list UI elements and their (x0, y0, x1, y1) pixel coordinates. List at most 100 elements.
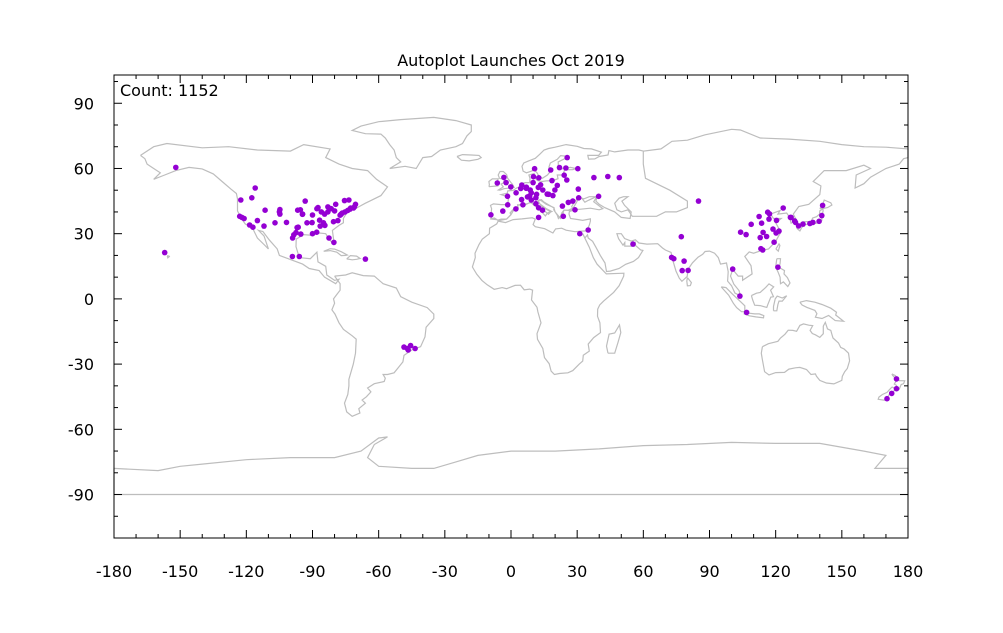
coastline-7 (760, 320, 851, 385)
data-point (277, 211, 283, 217)
data-point (748, 221, 754, 228)
data-point (335, 217, 341, 224)
data-point (737, 229, 744, 235)
data-point (252, 185, 258, 191)
x-tick-label: 30 (567, 562, 587, 581)
y-tick-label: -90 (68, 486, 94, 505)
x-tick-label: 150 (827, 562, 858, 581)
data-point (289, 253, 296, 260)
data-point (317, 223, 324, 229)
data-point (570, 198, 576, 204)
data-point (758, 220, 765, 226)
data-point (238, 197, 244, 203)
x-tick-label: -150 (162, 562, 198, 581)
data-point (766, 211, 773, 217)
coastline-23 (166, 255, 171, 259)
y-tick-label: 0 (84, 290, 94, 309)
data-point (556, 164, 563, 171)
x-tick-label: -180 (96, 562, 132, 581)
data-point (695, 198, 702, 204)
x-tick-label: 60 (633, 562, 653, 581)
x-tick-label: -120 (228, 562, 264, 581)
data-point (302, 198, 309, 204)
data-point (299, 211, 306, 218)
data-point (412, 345, 418, 352)
data-point (316, 217, 323, 223)
data-point (549, 177, 555, 184)
data-point (518, 196, 525, 203)
y-tick-label: 60 (74, 159, 94, 178)
data-point (743, 231, 749, 238)
data-point (325, 209, 331, 215)
x-tick-label: -30 (432, 562, 458, 581)
launch-points (161, 154, 900, 402)
data-point (513, 206, 519, 212)
coastline-2 (471, 128, 909, 376)
data-point (161, 249, 168, 256)
data-point (513, 190, 519, 196)
coastline-19 (605, 323, 622, 354)
y-tick-label: -60 (68, 420, 94, 439)
data-point (671, 255, 677, 262)
coastline-5 (456, 153, 483, 162)
x-tick-label: 180 (893, 562, 924, 581)
data-point (249, 195, 255, 201)
data-point (773, 217, 780, 224)
data-point (530, 179, 536, 186)
data-point (272, 220, 278, 226)
data-point (776, 228, 782, 234)
y-tick-label: 30 (74, 225, 94, 244)
x-tick-label: -60 (366, 562, 392, 581)
data-point (313, 229, 320, 235)
data-point (530, 173, 537, 180)
data-point (331, 208, 338, 214)
coastline-0 (140, 142, 389, 285)
data-point (787, 214, 794, 221)
data-point (563, 165, 569, 171)
data-point (362, 256, 369, 262)
data-point (261, 223, 267, 229)
data-point (564, 177, 570, 183)
data-point (524, 194, 531, 200)
data-point (795, 223, 802, 229)
data-point (535, 184, 542, 191)
data-point (309, 219, 315, 226)
data-point (678, 233, 685, 240)
data-point (304, 220, 310, 226)
axis-ticks: -180 -150 -120 -90 -60 -30 0 30 60 90 120 150 180 90 6… (68, 75, 923, 581)
data-point (283, 219, 290, 226)
data-point (791, 218, 798, 224)
data-point (585, 227, 591, 233)
data-point (322, 222, 328, 229)
data-point (561, 172, 567, 178)
data-point (577, 230, 583, 237)
data-point (771, 239, 777, 245)
coastline-24 (113, 436, 909, 496)
data-point (540, 187, 546, 193)
data-point (595, 193, 602, 200)
count-annotation: Count: 1152 (120, 81, 219, 100)
data-point (564, 154, 570, 161)
data-point (501, 174, 507, 181)
data-point (800, 221, 806, 227)
data-point (488, 212, 494, 218)
data-point (533, 195, 539, 201)
data-point (296, 253, 303, 260)
data-point (554, 182, 561, 189)
coastline-1 (331, 272, 435, 417)
data-point (503, 179, 509, 186)
coastline-20 (775, 242, 781, 253)
data-point (309, 212, 316, 218)
data-point (559, 203, 566, 209)
coastline-14 (750, 283, 775, 309)
coastline-22 (346, 254, 362, 261)
data-point (575, 165, 581, 172)
data-point (565, 199, 572, 206)
data-point (250, 224, 256, 230)
data-point (298, 231, 304, 237)
data-point (547, 167, 554, 173)
data-point (819, 212, 825, 219)
data-point (630, 241, 636, 247)
data-point (341, 197, 348, 204)
plot-frame (113, 74, 909, 539)
